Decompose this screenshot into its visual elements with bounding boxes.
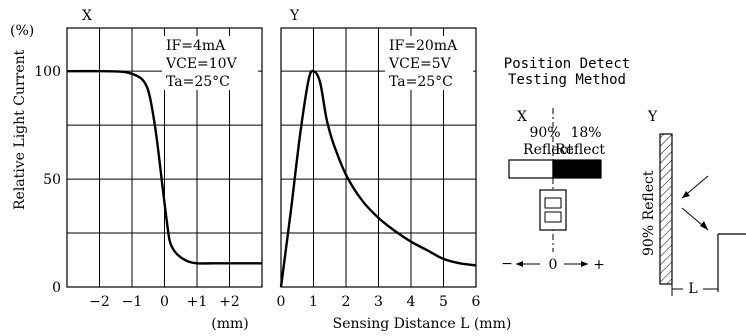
- chart-y-condition-if: IF=20mA: [389, 38, 458, 54]
- chart-x-condition-ta: Ta=25°C: [166, 74, 230, 90]
- chart-y-condition-vce: VCE=5V: [388, 56, 452, 72]
- chart-y-conditions-bg: [385, 36, 473, 90]
- chart-y-x-tick-label: 3: [374, 294, 383, 310]
- right-reflect-pct: 18%: [570, 125, 601, 141]
- chart-x-x-tick-label: −1: [122, 294, 143, 310]
- chart-x-x-tick-label: −2: [89, 294, 110, 310]
- reflected-ray-arrowhead: [700, 221, 708, 230]
- chart-y-series-line: [279, 69, 477, 288]
- scale-left-arrowhead: [516, 261, 523, 267]
- chart-x-y-tick-label: 0: [52, 280, 61, 296]
- chart-x-x-tick-label: +1: [187, 294, 208, 310]
- chart-x-xlabel: (mm): [211, 316, 248, 332]
- sensor-detector: [544, 211, 562, 223]
- chart-y-ticks: 0 1 2 3 4 5 6: [277, 294, 481, 310]
- scale-zero: 0: [549, 257, 558, 273]
- sensor-body: [539, 189, 567, 231]
- chart-x: −2 −1 0 +1 +2 0 50 100 X (%) Relative Light Cur…: [10, 8, 263, 332]
- y-axis-label: Relative Light Current: [12, 49, 28, 210]
- chart-y-x-tick-label: 6: [472, 294, 481, 310]
- method-title-line2: Testing Method: [508, 72, 626, 88]
- chart-y-condition-ta: Ta=25°C: [389, 74, 453, 90]
- chart-y-xlabel: Sensing Distance L (mm): [333, 316, 512, 332]
- left-reflect-pct: 90%: [529, 125, 560, 141]
- method-title-line1: Position Detect: [504, 56, 630, 72]
- chart-x-y-tick-label: 50: [43, 172, 61, 188]
- chart-x-series-line: [66, 69, 262, 265]
- scale-plus: +: [593, 257, 605, 273]
- scale-right-arrowhead: [581, 261, 588, 267]
- method-y-label: Y: [647, 109, 658, 125]
- y-distance-label: L: [688, 281, 697, 297]
- chart-y-panel-label: Y: [289, 8, 300, 24]
- scale-minus: −: [501, 256, 513, 272]
- testing-method-diagram: Position Detect Testing Method X 90% Ref…: [501, 56, 746, 297]
- black-reflector: [552, 159, 602, 179]
- chart-x-ticks: −2 −1 0 +1 +2 0 50 100: [34, 64, 240, 310]
- chart-y-x-tick-label: 1: [309, 294, 318, 310]
- chart-y-x-tick-label: 2: [342, 294, 351, 310]
- y-reflect-label: 90% Reflect: [641, 170, 657, 256]
- chart-x-condition-vce: VCE=10V: [165, 56, 238, 72]
- chart-x-condition-if: IF=4mA: [166, 38, 226, 54]
- chart-x-y-tick-label: 100: [34, 64, 61, 80]
- y-reflector-plate: [659, 133, 673, 285]
- white-reflector: [508, 159, 554, 179]
- chart-x-x-tick-label: 0: [160, 294, 169, 310]
- chart-y: 0 1 2 3 4 5 6 Y Sensing Distance L (mm) IF=20m…: [277, 8, 512, 332]
- chart-y-x-tick-label: 5: [439, 294, 448, 310]
- y-unit-label: (%): [10, 23, 34, 39]
- sensor-emitter: [544, 197, 562, 209]
- chart-x-panel-label: X: [82, 8, 92, 24]
- chart-x-conditions-bg: [162, 36, 258, 90]
- method-x-label: X: [517, 109, 527, 125]
- chart-y-x-tick-label: 4: [407, 294, 416, 310]
- chart-y-x-tick-label: 0: [277, 294, 286, 310]
- emitted-ray-arrowhead: [682, 191, 690, 198]
- right-reflect-word: Reflect: [555, 142, 605, 158]
- chart-x-x-tick-label: +2: [219, 294, 240, 310]
- left-reflect-word: Reflect: [523, 142, 573, 158]
